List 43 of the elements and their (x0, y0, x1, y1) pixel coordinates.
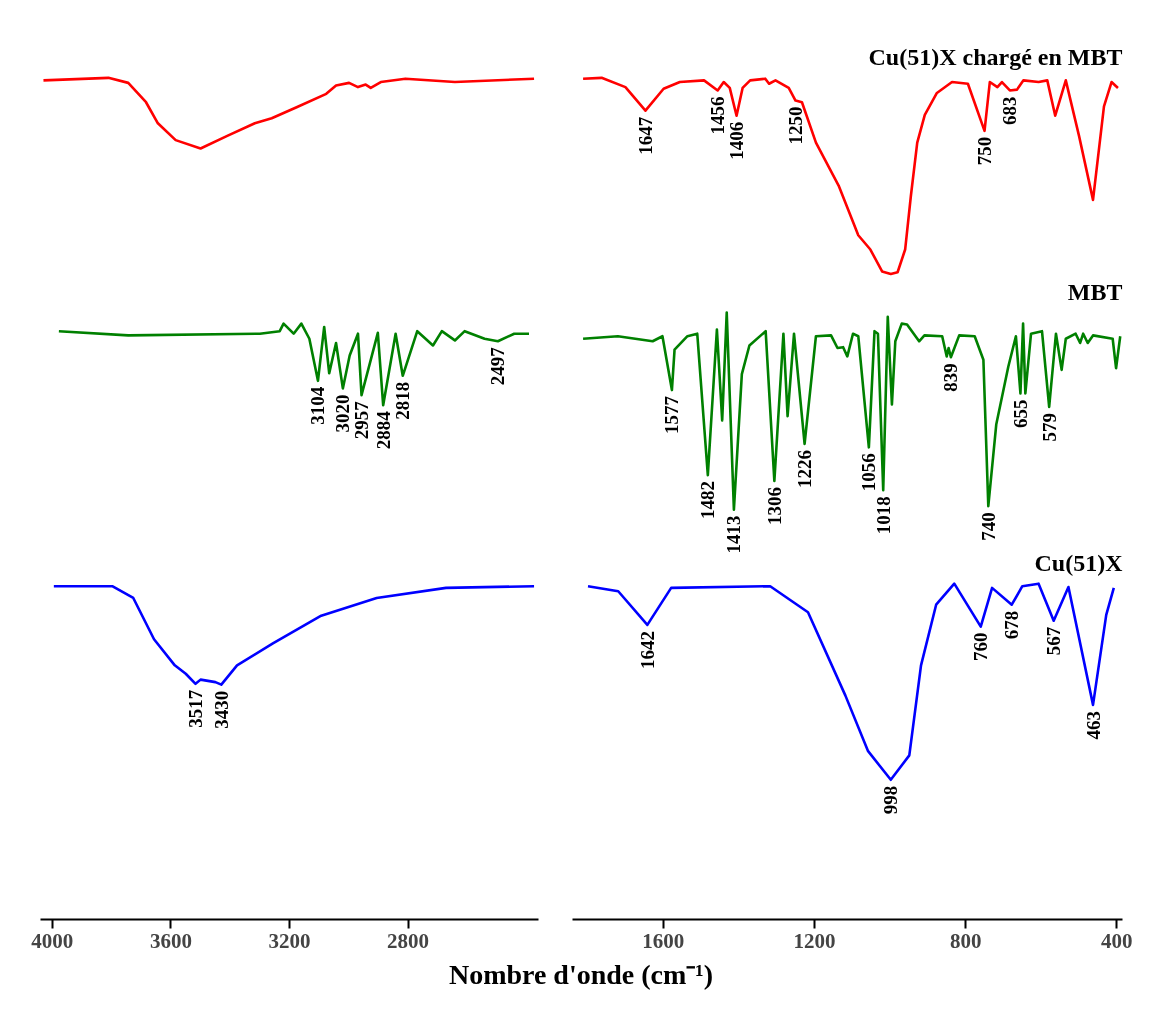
annotation: 463 (1082, 710, 1104, 740)
annotation: 1647 (634, 116, 656, 155)
annotation: 1577 (661, 395, 683, 435)
annotation: 1226 (794, 449, 816, 488)
annotation: 1406 (726, 121, 748, 160)
x-tick-label: 1200 (793, 928, 836, 953)
annotation: 1482 (697, 481, 719, 520)
x-tick-label: 3600 (149, 928, 192, 953)
annotation: 1456 (707, 96, 729, 135)
annotation: 1018 (872, 496, 894, 535)
annotation: 683 (999, 96, 1021, 125)
x-axis-title: Nombre d'onde (cm⁻¹) (448, 958, 714, 992)
series-label: Cu(51)X chargé en MBT (868, 43, 1123, 70)
annotation: 998 (880, 785, 902, 815)
annotation: 579 (1038, 412, 1060, 442)
x-tick-label: 400 (1101, 928, 1133, 953)
annotation: 3104 (307, 386, 329, 425)
series-label: Cu(51)X (1034, 549, 1124, 576)
annotation: 3020 (332, 394, 354, 433)
annotation: 678 (1001, 610, 1023, 640)
x-tick-label: 3200 (268, 928, 311, 953)
annotation: 1056 (858, 453, 880, 492)
x-tick-label: 800 (949, 928, 982, 953)
annotation: 2497 (487, 346, 509, 386)
annotation: 1306 (763, 486, 785, 525)
x-tick-label: 4000 (31, 928, 74, 953)
annotation: 760 (970, 632, 992, 662)
annotation: 655 (1009, 399, 1031, 428)
annotation: 1413 (723, 515, 745, 554)
annotation: 2818 (392, 381, 414, 420)
annotation: 1250 (785, 106, 807, 145)
annotation: 1642 (636, 630, 658, 669)
annotation: 567 (1043, 626, 1065, 656)
annotation: 3517 (185, 689, 207, 728)
x-tick-label: 2800 (387, 928, 430, 953)
annotation: 3430 (210, 690, 232, 729)
annotation: 2957 (351, 400, 373, 440)
x-tick-label: 1600 (642, 928, 685, 953)
annotation: 750 (974, 136, 996, 166)
annotation: 839 (940, 363, 962, 392)
annotation: 740 (977, 512, 999, 541)
series-label: MBT (1067, 278, 1123, 305)
annotation: 2884 (372, 410, 394, 450)
